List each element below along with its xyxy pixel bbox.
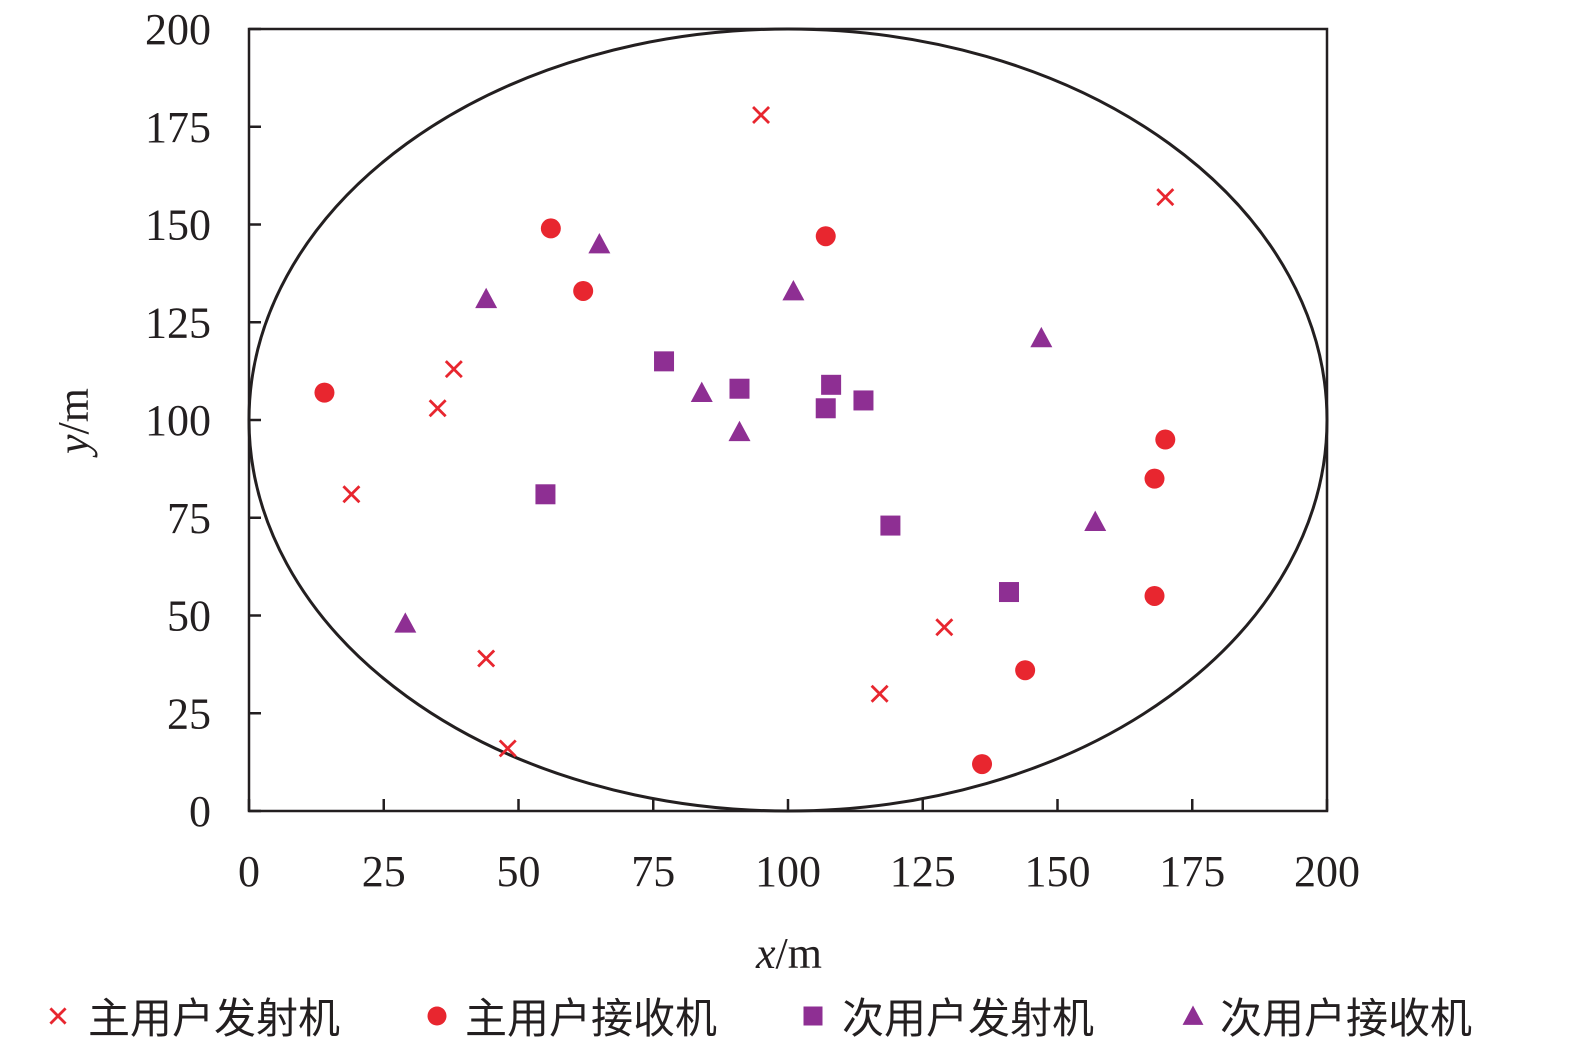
data-point-circle-marker — [1144, 468, 1165, 489]
data-point-cross-marker — [752, 106, 771, 125]
series-3 — [394, 233, 1107, 633]
y-axis-label: y/m — [49, 388, 98, 458]
y-tick-label: 200 — [145, 5, 211, 54]
data-point-cross-marker — [870, 684, 889, 703]
coverage-boundary-ellipse — [247, 27, 1329, 813]
legend-label: 次用户发射机 — [842, 994, 1094, 1043]
plot-frame — [247, 27, 1329, 813]
data-point-triangle-marker — [588, 233, 611, 254]
data-point-circle-marker — [1144, 585, 1165, 606]
data-point-circle-marker — [815, 226, 836, 247]
legend-label: 主用户发射机 — [88, 994, 340, 1043]
data-point-square-marker — [880, 515, 901, 536]
legend-square-marker — [803, 1006, 823, 1026]
legend-item: 主用户接收机 — [427, 994, 717, 1043]
y-tick-label: 0 — [189, 787, 211, 836]
data-point-triangle-marker — [728, 420, 751, 442]
legend-label: 主用户接收机 — [465, 994, 717, 1043]
series-0 — [342, 106, 1175, 758]
data-point-circle-marker — [972, 754, 993, 775]
y-tick-label: 175 — [145, 103, 211, 152]
legend-item: 次用户接收机 — [1182, 994, 1472, 1043]
data-point-cross-marker — [477, 649, 496, 668]
x-tick-label: 150 — [1025, 847, 1091, 896]
x-tick-label: 50 — [497, 847, 541, 896]
x-tick-label: 0 — [238, 847, 260, 896]
data-point-square-marker — [815, 398, 836, 419]
x-tick-label: 200 — [1294, 847, 1360, 896]
data-point-square-marker — [654, 351, 675, 372]
data-point-triangle-marker — [394, 612, 417, 633]
legend-label: 次用户接收机 — [1220, 994, 1472, 1043]
x-axis-label: x/m — [755, 929, 822, 978]
y-tick-label: 75 — [167, 494, 211, 543]
x-tick-label: 100 — [755, 847, 821, 896]
x-tick-label: 75 — [631, 847, 675, 896]
data-point-circle-marker — [1155, 429, 1176, 450]
y-tick-label: 125 — [145, 298, 211, 347]
data-point-triangle-marker — [1030, 326, 1053, 348]
x-axis-var: x — [755, 929, 776, 978]
data-point-cross-marker — [428, 399, 447, 418]
series-1 — [314, 218, 1176, 775]
data-point-circle-marker — [314, 382, 335, 403]
data-point-cross-marker — [498, 739, 517, 758]
legend-circle-marker — [427, 1006, 447, 1026]
legend-item: 次用户发射机 — [803, 994, 1094, 1043]
data-marks — [314, 106, 1176, 775]
legend-cross-marker — [49, 1007, 67, 1025]
data-point-cross-marker — [342, 485, 361, 504]
data-point-triangle-marker — [475, 287, 498, 309]
data-point-circle-marker — [540, 218, 561, 239]
data-point-triangle-marker — [690, 381, 713, 402]
data-point-square-marker — [729, 378, 750, 399]
plot-area — [247, 27, 1329, 813]
axes: 0 25 50 75 100 125 150 175 200 0 25 50 75 100 125 150 17… — [145, 5, 1360, 896]
legend-item: 主用户发射机 — [49, 994, 340, 1043]
x-tick-label: 175 — [1159, 847, 1225, 896]
data-point-cross-marker — [1156, 188, 1175, 207]
data-point-square-marker — [821, 374, 842, 395]
y-tick-label: 150 — [145, 201, 211, 250]
x-tick-label: 25 — [362, 847, 406, 896]
x-axis-unit: /m — [776, 929, 822, 978]
series-2 — [535, 351, 1019, 603]
y-tick-label: 25 — [167, 689, 211, 738]
x-tick-label: 125 — [890, 847, 956, 896]
data-point-circle-marker — [1015, 660, 1036, 681]
data-point-triangle-marker — [782, 279, 805, 301]
legend-triangle-marker — [1182, 1005, 1204, 1025]
data-point-square-marker — [535, 484, 556, 505]
y-axis-var: y — [49, 434, 98, 458]
data-point-cross-marker — [444, 360, 463, 379]
data-point-square-marker — [853, 390, 874, 411]
data-point-square-marker — [998, 582, 1019, 603]
legend: 主用户发射机 主用户接收机 次用户发射机 次用户接收机 — [49, 994, 1472, 1043]
y-tick-label: 50 — [167, 592, 211, 641]
y-axis-unit: /m — [49, 388, 98, 434]
data-point-triangle-marker — [1084, 510, 1107, 532]
data-point-cross-marker — [935, 618, 954, 637]
y-tick-label: 100 — [145, 396, 211, 445]
data-point-circle-marker — [573, 280, 594, 301]
